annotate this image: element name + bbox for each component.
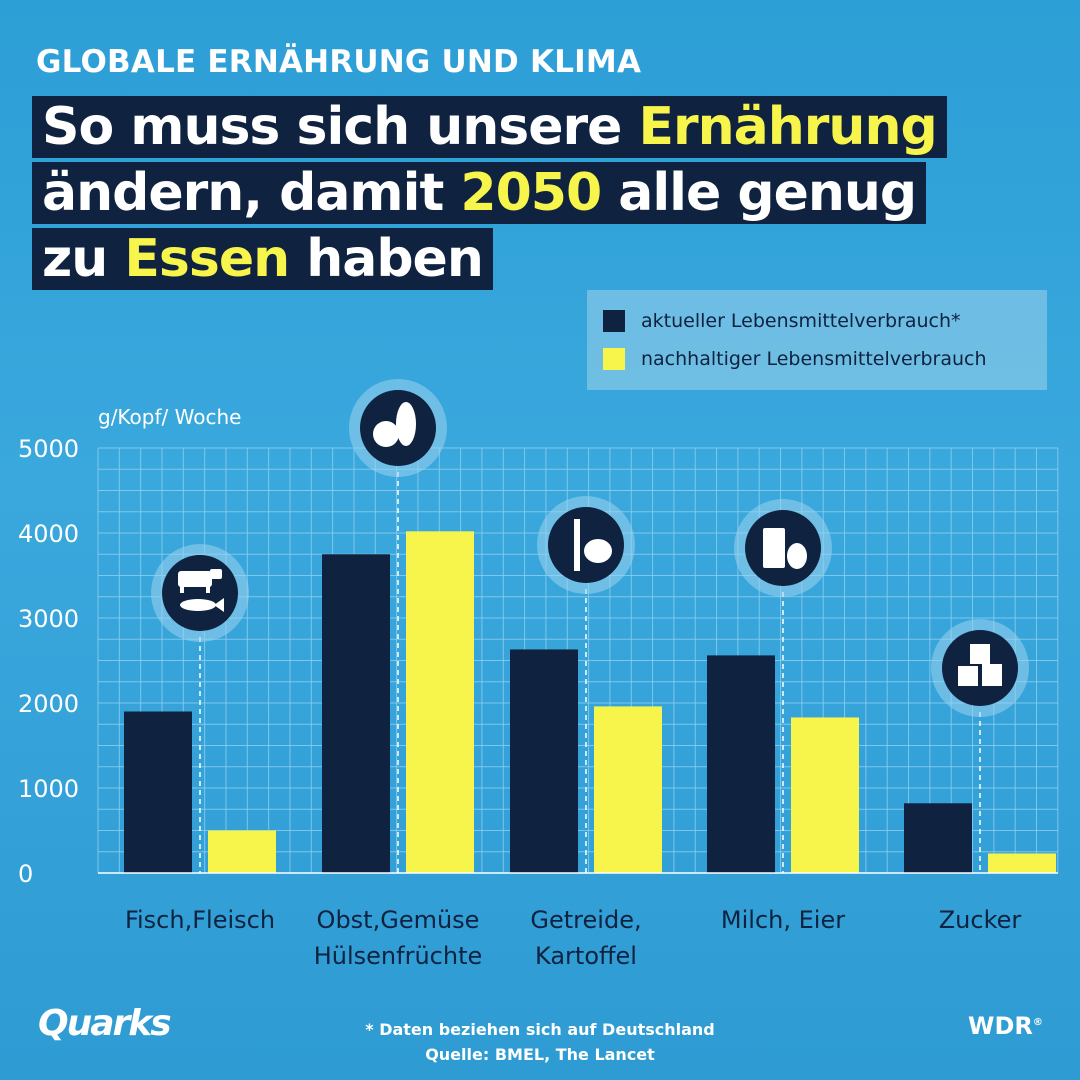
- headline-line-3: zu Essen haben: [32, 228, 493, 290]
- category-label: Obst,Gemüse: [317, 906, 480, 934]
- fish-tail: [214, 598, 224, 612]
- cow-head: [210, 569, 222, 579]
- legend-label-sustainable: nachhaltiger Lebensmittelverbrauch: [641, 348, 987, 370]
- headline-highlight: Essen: [124, 229, 290, 289]
- bar-current: [322, 554, 390, 873]
- kicker-title: GLOBALE ERNÄHRUNG UND KLIMA: [36, 44, 642, 80]
- headline: So muss sich unsere Ernährung ändern, da…: [32, 96, 947, 294]
- legend-item-sustainable: nachhaltiger Lebensmittelverbrauch: [603, 348, 987, 370]
- category-label: Milch, Eier: [721, 906, 845, 934]
- headline-highlight: Ernährung: [638, 97, 937, 157]
- bar-current: [510, 649, 578, 873]
- y-tick-label: 0: [18, 860, 33, 888]
- category-label: Kartoffel: [535, 942, 637, 970]
- bar-sustainable: [791, 717, 859, 873]
- sugar-cube: [958, 666, 978, 686]
- cow-leg: [206, 585, 210, 593]
- headline-text: haben: [289, 229, 484, 289]
- wheat-stalk: [574, 519, 580, 571]
- sugar-cubes-icon: [942, 630, 1018, 706]
- headline-text: alle genug: [601, 163, 917, 223]
- bar-sustainable: [594, 706, 662, 873]
- headline-text: zu: [42, 229, 125, 289]
- fish-body: [180, 599, 216, 611]
- legend: aktueller Lebensmittelverbrauch* nachhal…: [587, 290, 1047, 390]
- headline-line-1: So muss sich unsere Ernährung: [32, 96, 947, 158]
- headline-highlight: 2050: [460, 163, 602, 223]
- y-tick-label: 2000: [18, 690, 79, 718]
- y-tick-label: 1000: [18, 775, 79, 803]
- category-label: Getreide,: [530, 906, 641, 934]
- category-label: Fisch,Fleisch: [125, 906, 275, 934]
- legend-label-current: aktueller Lebensmittelverbrauch*: [641, 310, 961, 332]
- legend-swatch-sustainable: [603, 348, 625, 370]
- headline-text: So muss sich unsere: [42, 97, 639, 157]
- bar-current: [707, 655, 775, 873]
- fruit-shape: [373, 421, 399, 447]
- wdr-logo-text: WDR: [968, 1012, 1033, 1040]
- quarks-logo: Quarks: [38, 1003, 172, 1044]
- y-axis-label: g/Kopf/ Woche: [98, 405, 242, 429]
- y-tick-label: 5000: [18, 435, 79, 463]
- cow-leg: [180, 585, 184, 593]
- footnote: * Daten beziehen sich auf Deutschland: [365, 1020, 715, 1039]
- bar-current: [904, 803, 972, 873]
- corn-shape: [396, 402, 416, 446]
- cow-fish-icon: [162, 555, 238, 631]
- wdr-logo: WDR®: [968, 1012, 1043, 1040]
- y-tick-label: 4000: [18, 520, 79, 548]
- legend-item-current: aktueller Lebensmittelverbrauch*: [603, 310, 961, 332]
- y-tick-label: 3000: [18, 605, 79, 633]
- headline-line-2: ändern, damit 2050 alle genug: [32, 162, 927, 224]
- milk-carton: [763, 528, 785, 568]
- cow-body: [178, 571, 212, 587]
- category-label: Zucker: [939, 906, 1022, 934]
- potato-shape: [584, 539, 612, 563]
- bar-current: [124, 711, 192, 873]
- bar-sustainable: [406, 531, 474, 873]
- bar-sustainable: [208, 830, 276, 873]
- bar-sustainable: [988, 853, 1056, 873]
- headline-text: ändern, damit: [42, 163, 461, 223]
- sugar-cube: [970, 644, 990, 664]
- category-label: Hülsenfrüchte: [314, 942, 483, 970]
- egg-shape: [787, 543, 807, 569]
- legend-swatch-current: [603, 310, 625, 332]
- sugar-cube: [982, 664, 1002, 686]
- source-note: Quelle: BMEL, The Lancet: [425, 1045, 655, 1064]
